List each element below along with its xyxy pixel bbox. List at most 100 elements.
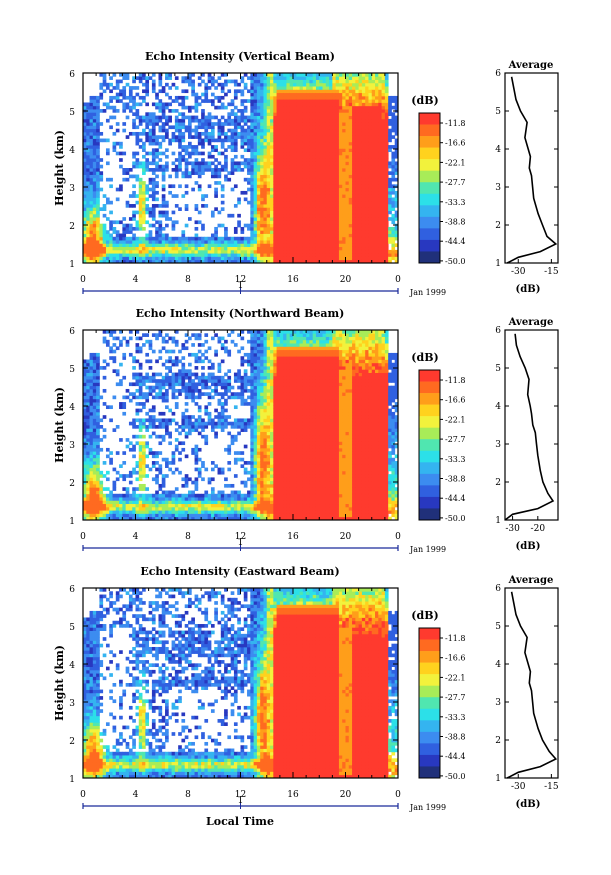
heatmap-cell	[211, 155, 215, 159]
heatmap-cell	[267, 217, 271, 221]
heatmap-cell	[280, 197, 284, 201]
heatmap-cell	[293, 125, 297, 129]
heatmap-cell	[241, 250, 245, 254]
heatmap-cell	[168, 96, 172, 100]
heatmap-cell	[99, 448, 103, 452]
heatmap-cell	[313, 148, 317, 152]
heatmap-cell	[286, 181, 290, 185]
heatmap-cell	[158, 102, 162, 106]
heatmap-cell	[336, 152, 340, 156]
heatmap-cell	[270, 152, 274, 156]
heatmap-cell	[109, 491, 113, 495]
heatmap-cell	[365, 109, 369, 113]
heatmap-cell	[300, 175, 304, 179]
heatmap-cell	[181, 112, 185, 116]
heatmap-cell	[283, 93, 287, 97]
heatmap-cell	[145, 379, 149, 383]
heatmap-cell	[165, 240, 169, 244]
heatmap-cell	[149, 135, 153, 139]
heatmap-cell	[355, 201, 359, 205]
heatmap-cell	[122, 109, 126, 113]
heatmap-cell	[336, 247, 340, 251]
heatmap-cell	[359, 161, 363, 165]
heatmap-cell	[326, 253, 330, 257]
heatmap-cell	[221, 86, 225, 90]
heatmap-cell	[195, 116, 199, 120]
heatmap-cell	[290, 168, 294, 172]
colorbar-swatch	[419, 205, 440, 217]
heatmap-cell	[316, 76, 320, 80]
heatmap-cell	[103, 214, 107, 218]
heatmap-cell	[90, 234, 94, 238]
heatmap-cell	[106, 178, 110, 182]
heatmap-cell	[316, 234, 320, 238]
heatmap-cell	[372, 93, 376, 97]
heatmap-cell	[339, 227, 343, 231]
heatmap-cell	[332, 112, 336, 116]
heatmap-cell	[300, 142, 304, 146]
heatmap-cell	[375, 80, 379, 84]
heatmap-cell	[339, 112, 343, 116]
heatmap-cell	[260, 224, 264, 228]
heatmap-cell	[86, 386, 90, 390]
heatmap-cell	[296, 145, 300, 149]
heatmap-cell	[326, 217, 330, 221]
heatmap-cell	[391, 207, 395, 211]
heatmap-cell	[326, 237, 330, 241]
heatmap-cell	[316, 201, 320, 205]
heatmap-cell	[152, 409, 156, 413]
heatmap-cell	[149, 376, 153, 380]
heatmap-cell	[181, 125, 185, 129]
heatmap-cell	[303, 188, 307, 192]
heatmap-cell	[300, 112, 304, 116]
heatmap-cell	[346, 152, 350, 156]
heatmap-cell	[129, 471, 133, 475]
heatmap-cell	[122, 227, 126, 231]
heatmap-cell	[267, 197, 271, 201]
heatmap-cell	[99, 504, 103, 508]
heatmap-cell	[388, 129, 392, 133]
heatmap-cell	[323, 76, 327, 80]
heatmap-cell	[359, 93, 363, 97]
heatmap-cell	[109, 184, 113, 188]
heatmap-cell	[336, 80, 340, 84]
colorbar-tick-label: -11.8	[445, 119, 466, 128]
heatmap-cell	[352, 142, 356, 146]
heatmap-cell	[368, 204, 372, 208]
heatmap-cell	[113, 468, 117, 472]
heatmap-cell	[352, 234, 356, 238]
heatmap-cell	[300, 194, 304, 198]
heatmap-cell	[188, 161, 192, 165]
heatmap-cell	[290, 83, 294, 87]
heatmap-cell	[188, 250, 192, 254]
heatmap-cell	[250, 135, 254, 139]
heatmap-cell	[277, 247, 281, 251]
heatmap-cell	[286, 250, 290, 254]
heatmap-cell	[142, 132, 146, 136]
heatmap-cell	[136, 409, 140, 413]
heatmap-cell	[365, 256, 369, 260]
heatmap-cell	[241, 76, 245, 80]
heatmap-cell	[293, 106, 297, 110]
heatmap-cell	[283, 211, 287, 215]
heatmap-cell	[254, 132, 258, 136]
heatmap-cell	[250, 125, 254, 129]
heatmap-cell	[211, 102, 215, 106]
heatmap-cell	[277, 184, 281, 188]
heatmap-cell	[316, 99, 320, 103]
heatmap-cell	[247, 237, 251, 241]
heatmap-cell	[300, 99, 304, 103]
heatmap-cell	[152, 211, 156, 215]
heatmap-cell	[96, 102, 100, 106]
heatmap-cell	[86, 106, 90, 110]
heatmap-cell	[165, 155, 169, 159]
heatmap-cell	[329, 106, 333, 110]
heatmap-cell	[152, 161, 156, 165]
heatmap-cell	[211, 80, 215, 84]
heatmap-cell	[231, 214, 235, 218]
heatmap-cell	[142, 474, 146, 478]
heatmap-cell	[244, 116, 248, 120]
heatmap-cell	[286, 188, 290, 192]
heatmap-cell	[201, 256, 205, 260]
heatmap-cell	[126, 497, 130, 501]
